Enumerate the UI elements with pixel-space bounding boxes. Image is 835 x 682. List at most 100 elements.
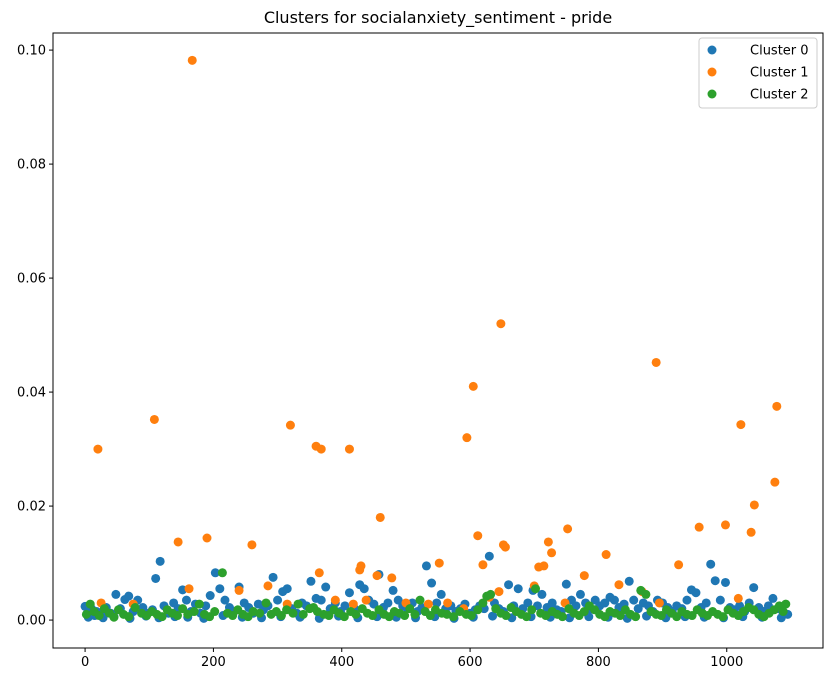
chart-title: Clusters for socialanxiety_sentiment - p… <box>264 8 612 28</box>
point-series-2-83 <box>522 612 532 622</box>
point-series-0-128 <box>691 588 701 598</box>
point-series-0-22 <box>181 595 191 605</box>
point-series-1-17 <box>344 444 354 454</box>
point-series-2-41 <box>298 609 308 619</box>
point-series-1-22 <box>372 571 382 581</box>
point-series-1-33 <box>478 560 488 570</box>
point-series-2-69 <box>448 612 458 622</box>
point-series-1-24 <box>387 573 397 583</box>
point-series-1-18 <box>348 599 358 609</box>
point-series-1-31 <box>468 381 478 391</box>
point-series-0-111 <box>609 595 619 605</box>
point-series-1-27 <box>434 558 444 568</box>
point-series-0-40 <box>268 572 278 582</box>
x-tick-label: 400 <box>329 655 354 670</box>
point-series-0-134 <box>720 577 730 587</box>
point-series-1-52 <box>674 560 684 570</box>
point-series-1-14 <box>316 444 326 454</box>
point-series-0-9 <box>124 591 134 601</box>
point-series-0-6 <box>111 589 121 599</box>
point-series-2-79 <box>501 611 511 621</box>
point-series-0-140 <box>749 583 759 593</box>
point-series-0-91 <box>513 584 523 594</box>
point-series-0-56 <box>344 588 354 598</box>
point-series-1-20 <box>356 561 366 571</box>
point-series-2-87 <box>541 611 551 621</box>
point-series-2-54 <box>368 611 378 621</box>
point-series-1-50 <box>651 357 661 367</box>
point-series-2-121 <box>718 612 728 622</box>
point-series-1-0 <box>93 444 103 454</box>
point-series-2-18 <box>172 611 182 621</box>
point-series-0-37 <box>253 599 263 609</box>
point-series-2-134 <box>781 599 791 609</box>
point-series-0-131 <box>706 559 716 569</box>
point-series-2-26 <box>217 568 227 578</box>
point-series-2-76 <box>486 589 496 599</box>
point-series-1-41 <box>539 561 549 571</box>
point-series-1-23 <box>375 512 385 522</box>
point-series-1-5 <box>184 584 194 594</box>
point-series-1-16 <box>330 595 340 605</box>
point-series-2-72 <box>466 611 476 621</box>
y-tick-label: 0.06 <box>17 272 46 287</box>
point-series-0-72 <box>421 561 431 571</box>
point-series-2-33 <box>255 608 265 618</box>
legend-box <box>698 37 818 109</box>
legend-label-1: Cluster 1 <box>750 66 809 81</box>
point-series-0-103 <box>571 601 581 611</box>
point-series-0-75 <box>436 589 446 599</box>
point-series-0-43 <box>282 584 292 594</box>
point-series-1-59 <box>770 477 780 487</box>
point-series-1-6 <box>187 55 197 65</box>
x-axis: 0 200 400 600 800 1000 <box>81 648 743 670</box>
point-series-1-10 <box>263 581 273 591</box>
point-series-1-21 <box>361 595 371 605</box>
x-tick-label: 200 <box>201 655 226 670</box>
x-tick-label: 800 <box>586 655 611 670</box>
point-series-0-96 <box>537 589 547 599</box>
point-series-0-114 <box>624 576 634 586</box>
point-series-1-48 <box>614 580 624 590</box>
point-series-2-85 <box>531 584 541 594</box>
point-series-0-172 <box>488 611 498 621</box>
point-series-2-49 <box>339 612 349 622</box>
points-layer <box>80 55 793 623</box>
point-series-2-40 <box>293 599 303 609</box>
point-series-1-15 <box>314 568 324 578</box>
point-series-2-63 <box>415 595 425 605</box>
point-series-2-106 <box>641 589 651 599</box>
series-1 <box>93 55 782 614</box>
y-tick-label: 0.10 <box>17 44 46 59</box>
point-series-1-30 <box>462 433 472 443</box>
point-series-2-60 <box>400 611 410 621</box>
point-series-2-62 <box>410 609 420 619</box>
point-series-2-22 <box>194 599 204 609</box>
point-series-0-27 <box>205 591 215 601</box>
series-2 <box>81 568 791 622</box>
point-series-0-126 <box>682 595 692 605</box>
point-series-2-104 <box>631 612 641 622</box>
point-series-0-104 <box>575 589 585 599</box>
point-series-0-65 <box>388 585 398 595</box>
legend-label-2: Cluster 2 <box>750 88 809 103</box>
point-series-1-4 <box>173 537 183 547</box>
point-series-0-30 <box>220 595 230 605</box>
point-series-1-42 <box>543 537 553 547</box>
point-series-0-89 <box>504 580 514 590</box>
point-series-0-28 <box>210 568 220 578</box>
point-series-1-35 <box>494 587 504 597</box>
point-series-2-6 <box>109 612 119 622</box>
legend-marker-0 <box>707 45 717 55</box>
point-series-0-101 <box>561 579 571 589</box>
point-series-1-54 <box>720 520 730 530</box>
point-series-2-9 <box>124 612 134 622</box>
point-series-1-12 <box>285 420 295 430</box>
legend: Cluster 0 Cluster 1 Cluster 2 <box>698 37 818 109</box>
point-series-0-130 <box>701 598 711 608</box>
point-series-1-53 <box>694 522 704 532</box>
point-series-1-57 <box>746 527 756 537</box>
point-series-2-51 <box>351 609 361 619</box>
